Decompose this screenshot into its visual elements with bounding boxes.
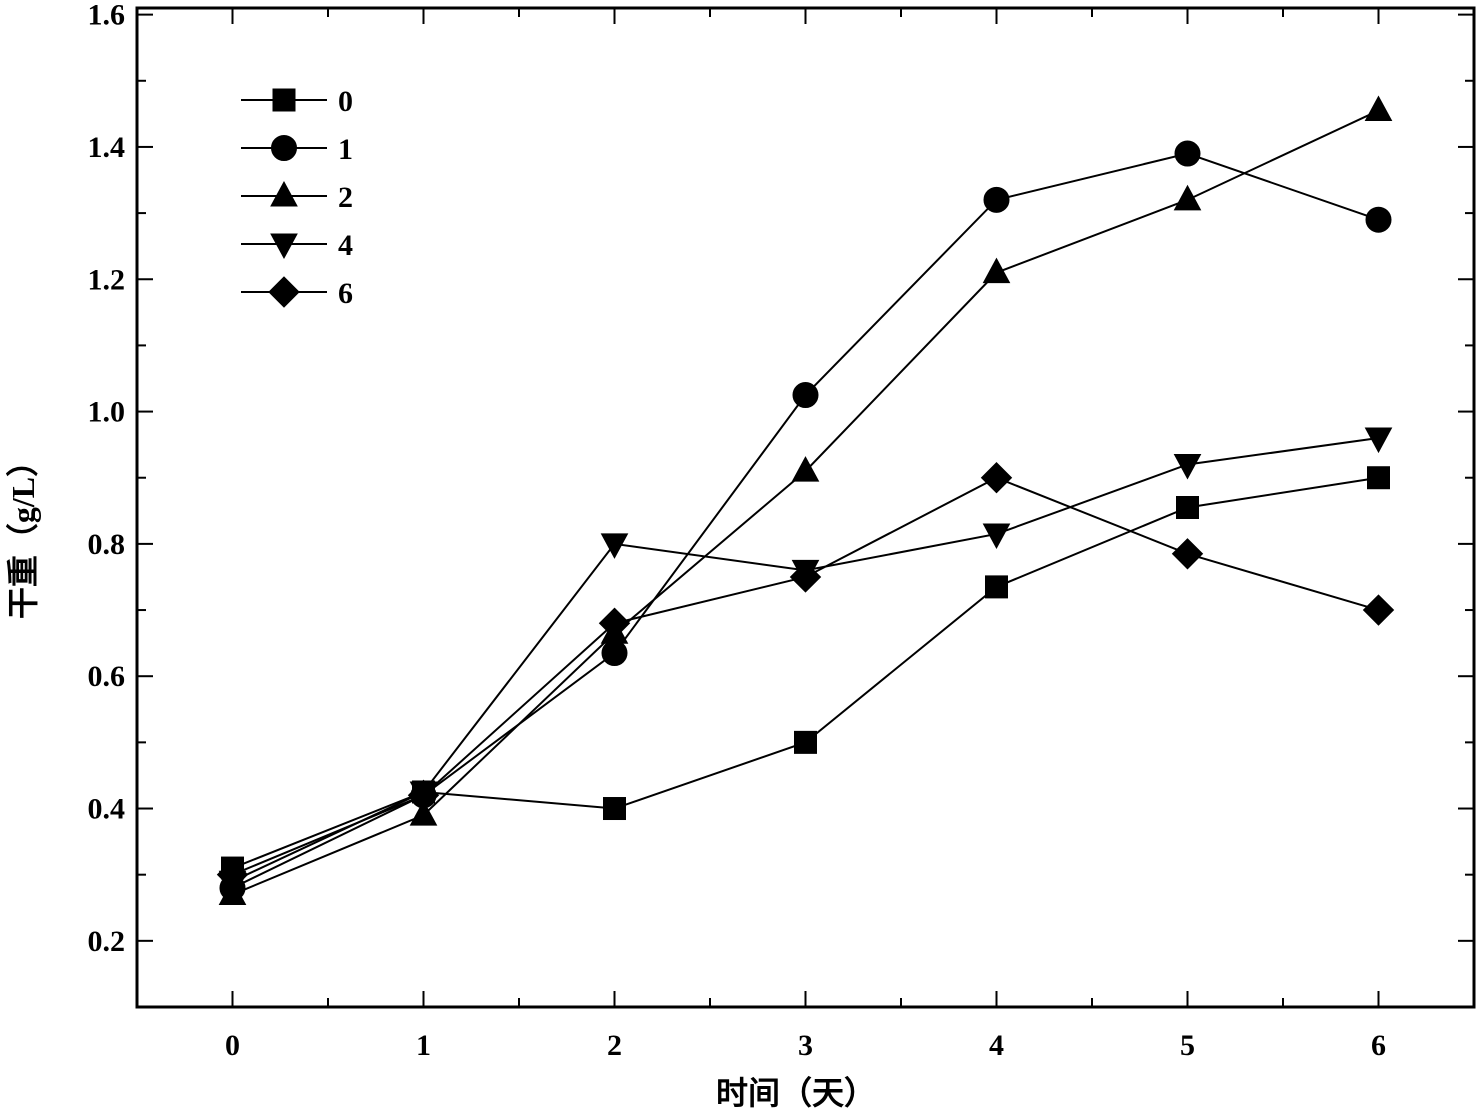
legend-label-6: 6 xyxy=(338,277,353,310)
x-axis-title: 时间（天） xyxy=(716,1075,876,1111)
data-point-series-2 xyxy=(791,456,820,482)
data-point-series-4 xyxy=(1364,427,1393,454)
x-axis-ticks: 0 1 2 3 4 5 6 xyxy=(225,8,1386,1062)
data-point-series-6 xyxy=(216,858,249,891)
legend-label-4: 4 xyxy=(338,229,353,262)
data-point-series-6 xyxy=(1171,538,1204,570)
legend-label-2: 2 xyxy=(338,181,353,214)
data-point-series-1 xyxy=(601,640,628,667)
data-point-series-6 xyxy=(598,607,631,639)
data-point-series-2 xyxy=(409,800,438,826)
y-tick-label: 0.4 xyxy=(88,793,126,826)
x-tick-label: 4 xyxy=(989,1029,1004,1062)
legend-marker-6 xyxy=(268,276,300,308)
y-axis-title: 干重（g/L） xyxy=(5,445,41,619)
data-point-series-6 xyxy=(1362,594,1395,626)
data-point-series-0 xyxy=(1367,466,1390,490)
legend-label-0: 0 xyxy=(338,85,353,118)
data-point-series-1 xyxy=(1174,140,1201,167)
data-point-series-4 xyxy=(982,523,1011,550)
x-tick-label: 6 xyxy=(1371,1029,1386,1062)
data-point-series-0 xyxy=(985,575,1008,599)
data-point-series-6 xyxy=(789,561,822,593)
x-tick-label: 0 xyxy=(225,1029,240,1062)
y-tick-label: 0.6 xyxy=(88,660,126,693)
y-tick-label: 1.2 xyxy=(88,263,126,296)
legend-marker-0 xyxy=(272,88,296,112)
x-tick-label: 2 xyxy=(607,1029,622,1062)
y-axis-ticks: 0.2 0.4 0.6 0.8 1.0 1.2 1.4 1.6 xyxy=(88,0,1474,958)
series-line-2 xyxy=(232,109,1379,896)
series-line-1 xyxy=(232,152,1379,889)
y-tick-label: 1.4 xyxy=(88,131,126,164)
data-point-series-2 xyxy=(982,257,1011,284)
data-point-series-0 xyxy=(1176,496,1199,519)
data-point-series-2 xyxy=(1173,184,1202,211)
legend-marker-1 xyxy=(271,135,297,161)
x-tick-label: 1 xyxy=(416,1029,431,1062)
x-tick-label: 3 xyxy=(798,1029,813,1062)
legend-marker-2 xyxy=(270,180,298,207)
data-point-series-2 xyxy=(1364,95,1393,122)
y-tick-label: 1.6 xyxy=(88,0,126,32)
data-point-series-0 xyxy=(794,730,817,754)
series-line-0 xyxy=(232,476,1379,869)
data-point-series-0 xyxy=(603,797,626,821)
data-point-series-1 xyxy=(983,186,1010,213)
legend: 0 1 2 4 6 xyxy=(241,85,353,310)
data-point-series-4 xyxy=(1173,453,1202,480)
y-tick-label: 0.2 xyxy=(88,925,126,958)
data-point-series-1 xyxy=(1365,206,1392,233)
data-point-series-6 xyxy=(407,779,440,811)
legend-label-1: 1 xyxy=(338,133,353,166)
x-tick-label: 5 xyxy=(1180,1029,1195,1062)
data-point-series-1 xyxy=(792,382,819,409)
data-point-series-4 xyxy=(600,533,629,559)
series-line-6 xyxy=(232,476,1379,876)
y-tick-label: 0.8 xyxy=(88,528,126,561)
series-lines xyxy=(232,109,1379,896)
series-markers xyxy=(216,95,1395,906)
data-point-series-6 xyxy=(980,462,1013,494)
y-tick-label: 1.0 xyxy=(88,396,126,429)
legend-marker-4 xyxy=(270,233,298,260)
